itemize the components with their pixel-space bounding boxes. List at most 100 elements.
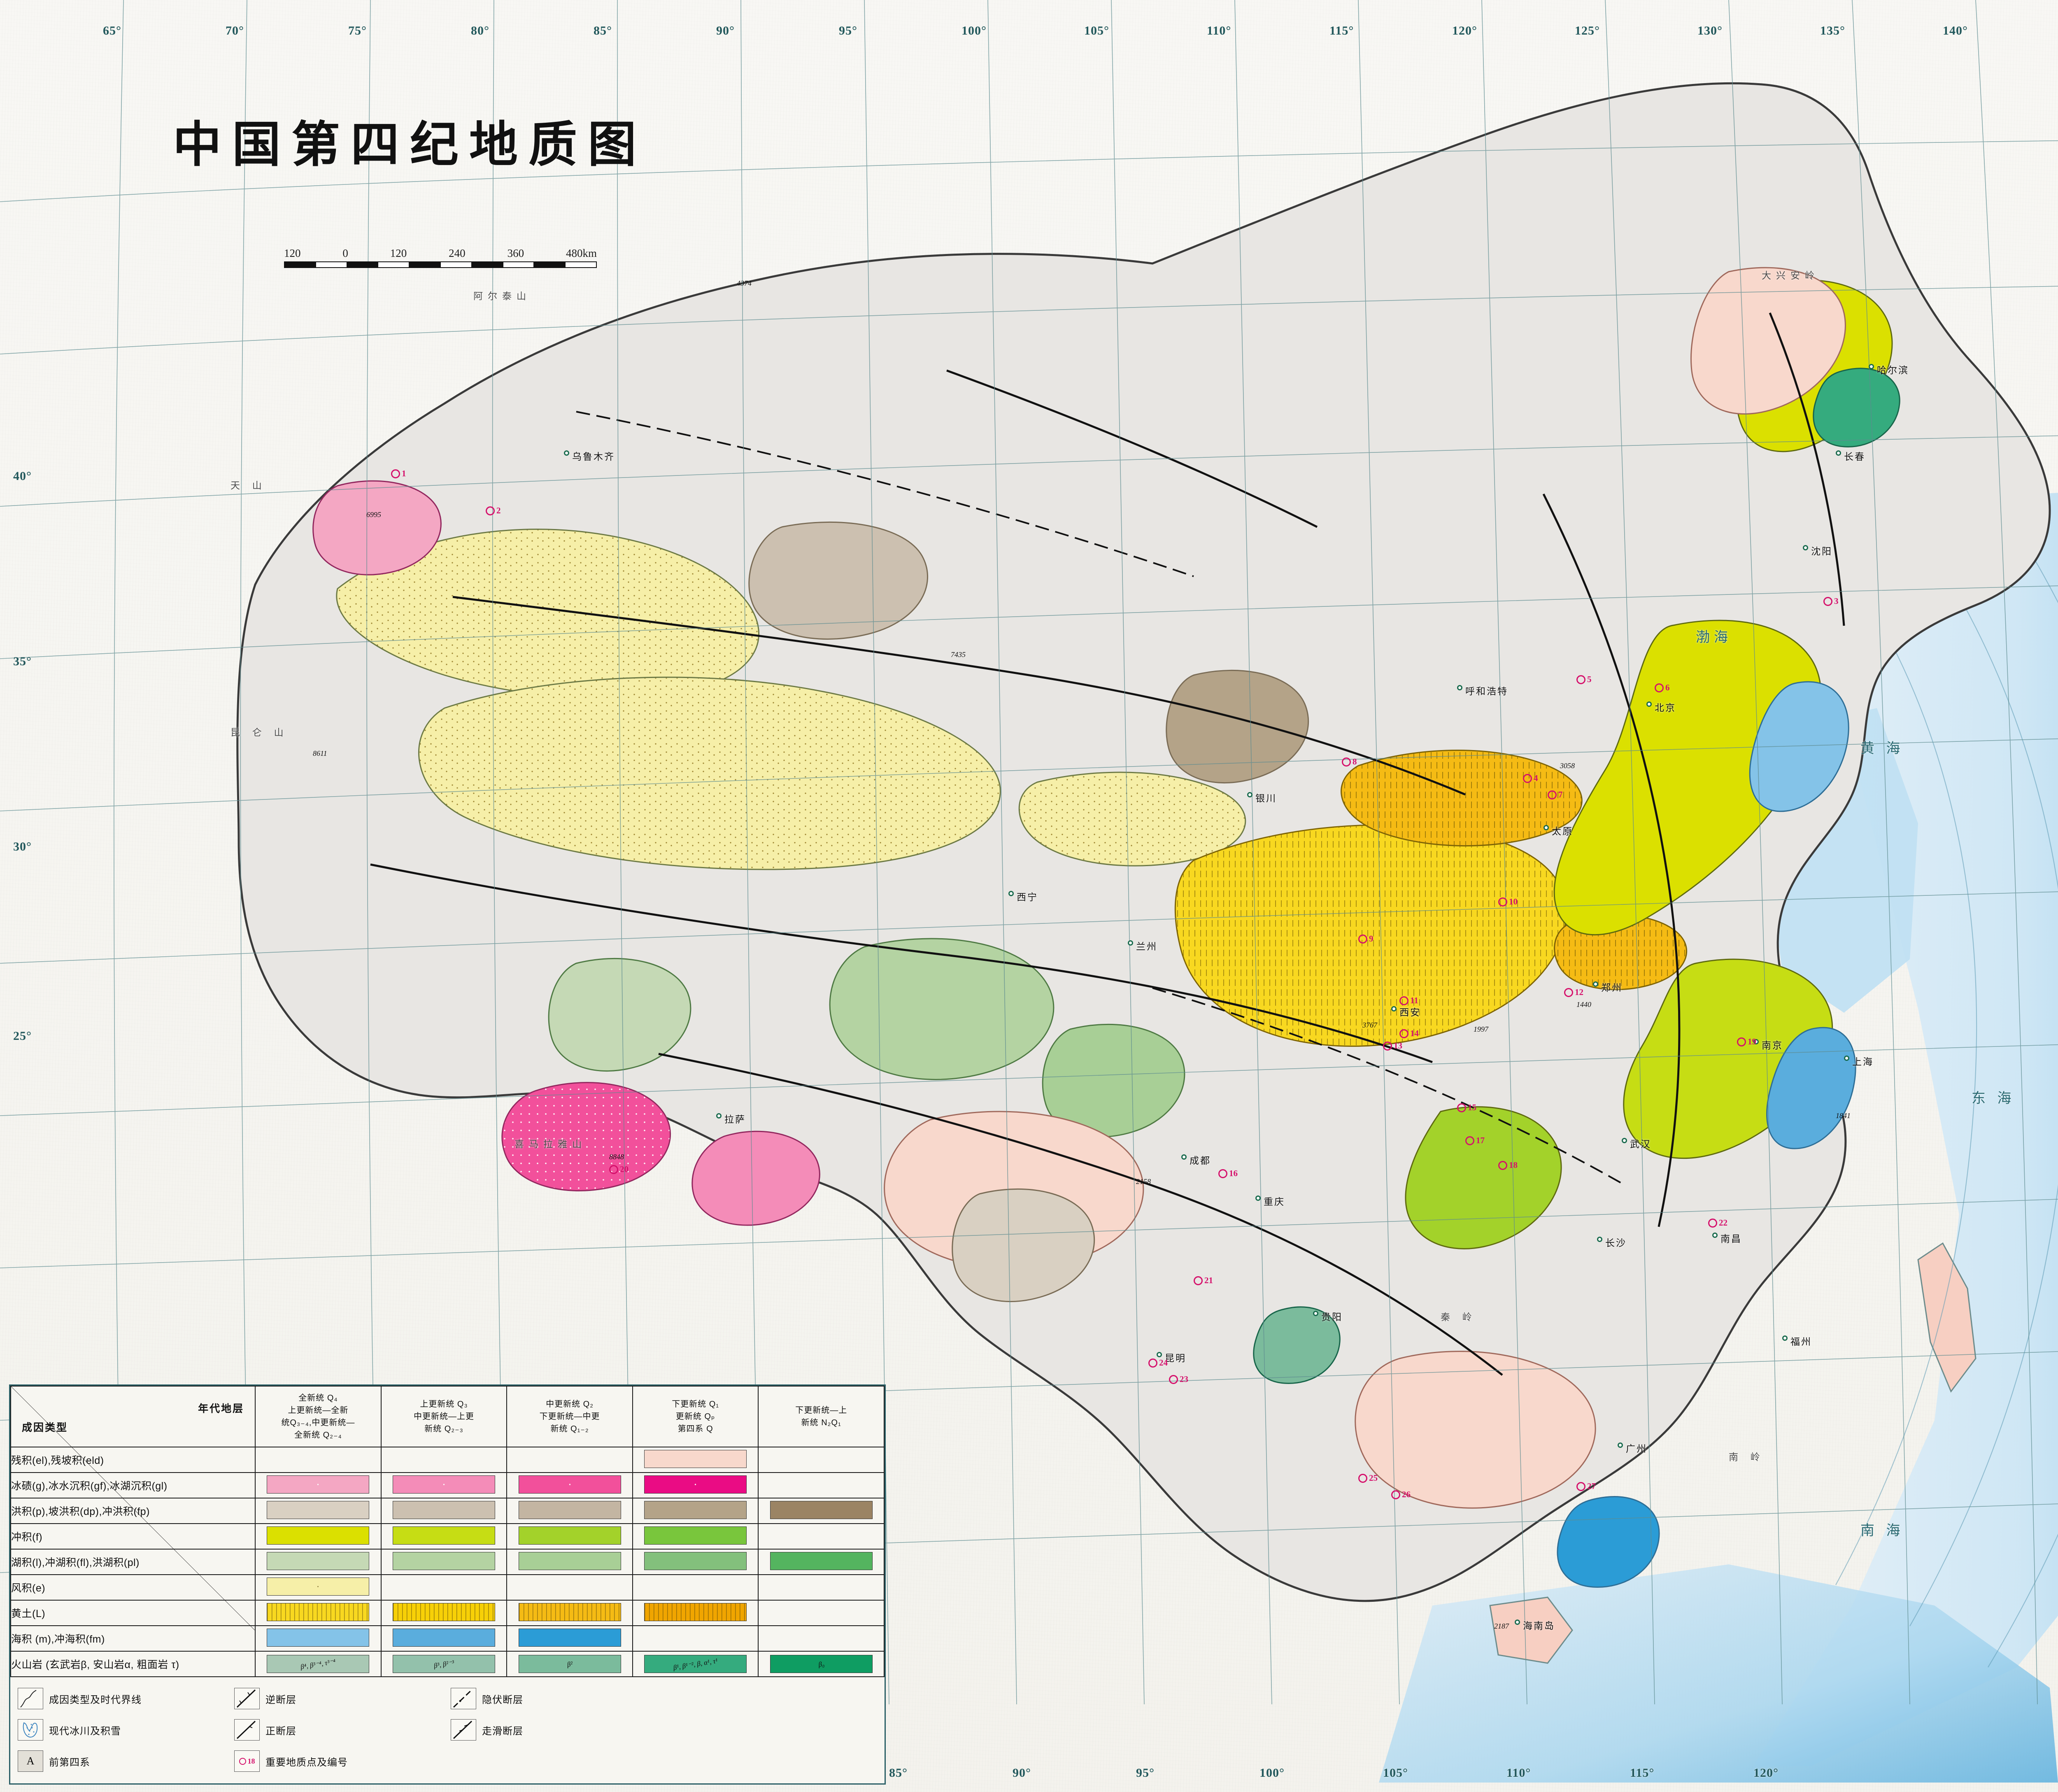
- legend-symbol-label-concealed-fault: 隐伏断层: [482, 1694, 523, 1706]
- legend-swatch-cell-volcanic-0: β⁴, β³⁻⁴, τ³⁻⁴: [255, 1651, 382, 1677]
- geo-site-number-21: 21: [1204, 1275, 1213, 1285]
- geo-site-marker-1: [391, 469, 400, 478]
- range-label-6: 南 岭: [1729, 1452, 1765, 1462]
- site-sample-number: 18: [247, 1757, 255, 1765]
- city-dot-21: [1869, 364, 1874, 369]
- city-label-19: 福州: [1790, 1337, 1812, 1347]
- legend-swatch-cell-residual-0: [255, 1447, 382, 1473]
- city-dot-20: [1803, 545, 1808, 550]
- city-dot-9: [1622, 1138, 1627, 1143]
- peak-label-8: 1440: [1576, 1000, 1591, 1009]
- lon-label-bottom-4: 95°: [1136, 1766, 1155, 1780]
- lon-label-top-9: 110°: [1207, 24, 1232, 37]
- geo-site-number-17: 17: [1476, 1135, 1485, 1145]
- legend-corner-bottom-label: 成因类型: [22, 1422, 68, 1433]
- city-dot-7: [1646, 701, 1652, 707]
- geo-site-marker-25: [1358, 1474, 1367, 1483]
- peak-label-3: 8611: [313, 749, 327, 757]
- legend-swatch-lacustrine-2: [518, 1552, 621, 1570]
- legend-swatch-loess-2: [518, 1603, 621, 1621]
- city-dot-4: [1247, 792, 1252, 797]
- geo-site-marker-13: [1383, 1042, 1392, 1051]
- geo-site-number-12: 12: [1575, 987, 1583, 997]
- geo-site-number-13: 13: [1394, 1041, 1402, 1051]
- geo-site-marker-3: [1823, 597, 1832, 606]
- legend-swatch-cell-glacial-4: [758, 1472, 885, 1498]
- city-dot-14: [1597, 1237, 1602, 1242]
- legend-swatch-lacustrine-3: [644, 1552, 747, 1570]
- legend-swatch-cell-residual-4: [758, 1447, 885, 1473]
- legend-row-alluvial: 冲积(f): [10, 1523, 885, 1550]
- city-dot-15: [1712, 1233, 1718, 1238]
- city-dot-11: [1255, 1195, 1261, 1201]
- geo-site-marker-24: [1148, 1359, 1157, 1368]
- lon-label-top-15: 140°: [1943, 24, 1968, 37]
- legend-swatch-cell-proluvial-3: [632, 1498, 759, 1524]
- lat-label-left-0: 40°: [13, 469, 32, 483]
- legend-swatch-cell-proluvial-4: [758, 1498, 885, 1524]
- lon-label-top-4: 85°: [594, 24, 612, 37]
- legend-row-label-loess: 黄土(L): [10, 1600, 256, 1626]
- city-dot-1: [716, 1113, 722, 1119]
- peak-label-0: 4374: [737, 279, 752, 287]
- legend-swatch-cell-loess-2: [506, 1600, 633, 1626]
- legend-swatch-cell-aeolian-0: [255, 1574, 382, 1601]
- geo-site-marker-26: [1391, 1490, 1400, 1499]
- legend-swatch-cell-lacustrine-1: [380, 1549, 508, 1575]
- legend-symbol-label-strike-slip-fault: 走滑断层: [482, 1725, 523, 1737]
- dash-dot-line-icon: [451, 1688, 476, 1709]
- lat-label-left-1: 35°: [13, 655, 32, 668]
- lon-label-top-7: 100°: [961, 24, 987, 37]
- lon-label-top-11: 120°: [1452, 24, 1477, 37]
- geo-site-number-20: 20: [620, 1164, 629, 1174]
- geo-site-marker-7: [1548, 790, 1557, 799]
- legend-swatch-cell-volcanic-1: β³, β²⁻³: [380, 1651, 508, 1677]
- geo-site-number-14: 14: [1410, 1028, 1419, 1038]
- letter-A-box-icon: A: [18, 1750, 43, 1772]
- lon-label-top-1: 70°: [226, 24, 244, 37]
- range-label-3: 喜马拉雅山: [514, 1139, 587, 1149]
- city-label-5: 西安: [1399, 1007, 1421, 1018]
- lon-label-top-0: 65°: [103, 24, 121, 37]
- geo-site-marker-4: [1523, 774, 1532, 783]
- city-dot-12: [1157, 1352, 1162, 1357]
- lon-label-bottom-2: 85°: [889, 1766, 908, 1780]
- page-title: 中国第四纪地质图: [173, 116, 647, 173]
- geo-site-marker-21: [1194, 1276, 1203, 1285]
- geo-site-number-9: 9: [1369, 934, 1374, 944]
- peak-label-10: 1841: [1836, 1112, 1851, 1120]
- legend-swatch-cell-loess-4: [758, 1600, 885, 1626]
- geo-site-marker-27: [1576, 1482, 1585, 1491]
- city-label-20: 沈阳: [1811, 546, 1832, 557]
- geo-site-marker-17: [1465, 1136, 1474, 1145]
- geo-site-number-22: 22: [1719, 1218, 1727, 1228]
- legend-swatch-cell-aeolian-4: [758, 1574, 885, 1601]
- legend-row-label-glacial: 冰碛(g),冰水沉积(gf),冰湖沉积(gl): [10, 1472, 256, 1498]
- city-label-18: 广州: [1626, 1444, 1647, 1454]
- legend-col-2-line-0: 中更新统 Q₂: [546, 1400, 594, 1409]
- city-dot-8: [1593, 981, 1598, 987]
- legend-swatch-cell-glacial-3: [632, 1472, 759, 1498]
- geo-site-number-2: 2: [496, 506, 501, 515]
- lat-label-left-2: 30°: [13, 840, 32, 853]
- peak-label-9: 2158: [1136, 1177, 1151, 1186]
- geo-site-number-16: 16: [1229, 1168, 1238, 1178]
- legend-row-marine: 海积 (m),冲海积(fm): [10, 1625, 885, 1652]
- legend-col-header-2: 中更新统 Q₂ 下更新统—中更 新统 Q₁₋₂: [506, 1386, 633, 1447]
- city-label-3: 兰州: [1136, 941, 1157, 952]
- legend-symbol-label-normal-fault: 正断层: [265, 1725, 296, 1737]
- scale-bar-graphic: [284, 261, 597, 268]
- legend-symbol-label-pre-quaternary: 前第四系: [49, 1757, 90, 1768]
- legend-col-header-3: 下更新统 Q₁ 更新统 Qₚ 第四系 Q: [632, 1386, 759, 1447]
- geo-site-marker-5: [1576, 675, 1585, 684]
- legend-swatch-cell-residual-2: [506, 1447, 633, 1473]
- lon-label-top-10: 115°: [1329, 24, 1354, 37]
- city-label-13: 贵阳: [1321, 1312, 1343, 1322]
- legend-rows: 残积(el),残坡积(eld) 冰碛(g),冰水沉积(gf),冰湖沉积(gl) 洪积…: [10, 1447, 885, 1677]
- legend-swatch-alluvial-1: [393, 1526, 495, 1545]
- legend-swatch-glacial-1: [393, 1475, 495, 1494]
- legend-swatch-proluvial-1: [393, 1501, 495, 1519]
- peak-label-7: 1997: [1474, 1025, 1488, 1033]
- legend-swatch-cell-volcanic-3: β¹, β¹⁻², β, α¹, τ¹: [632, 1651, 759, 1677]
- legend-col-4-line-0: 下更新统—上: [795, 1406, 847, 1415]
